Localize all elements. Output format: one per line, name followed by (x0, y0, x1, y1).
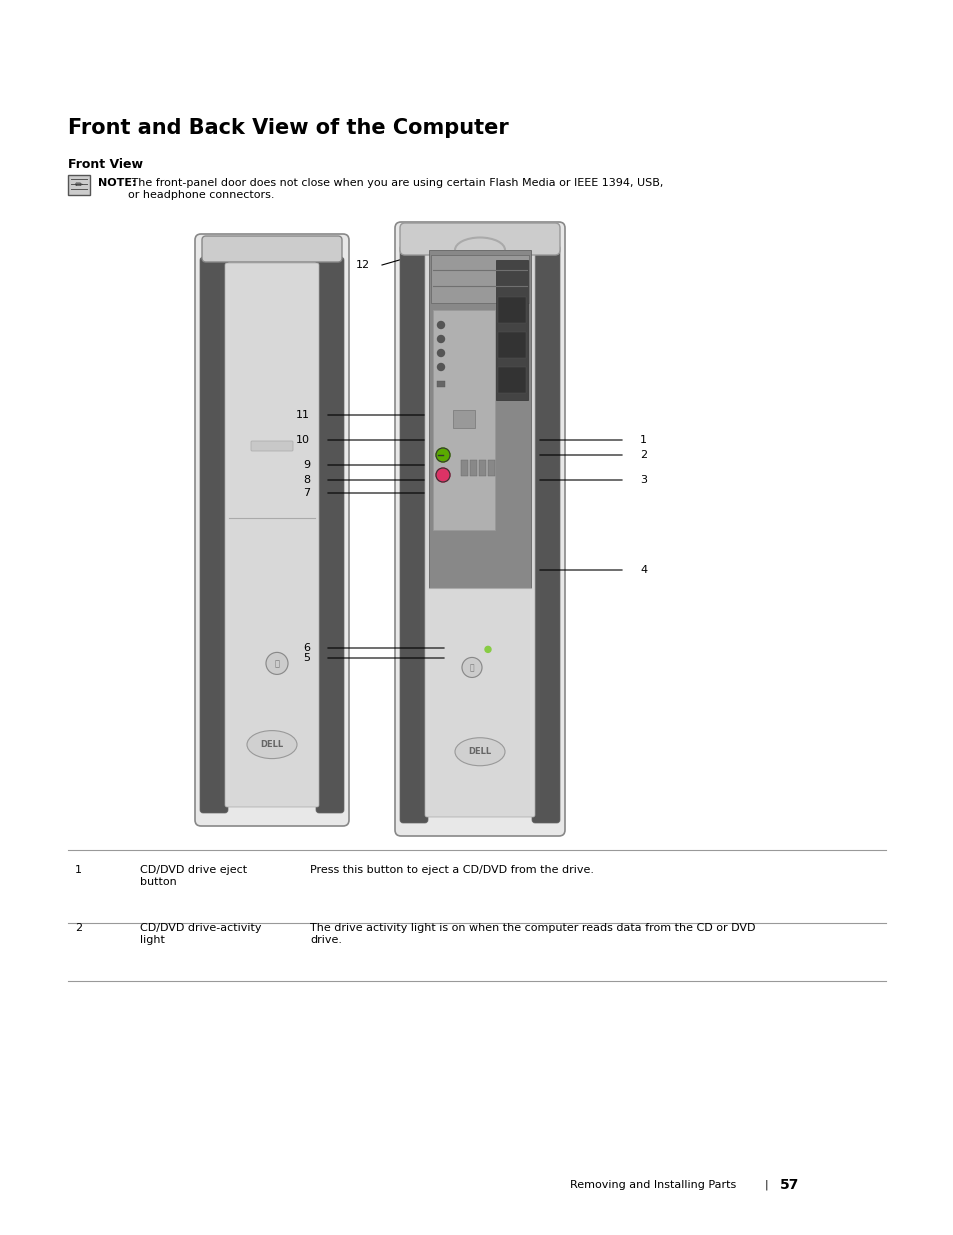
Bar (478, 459, 485, 475)
FancyBboxPatch shape (251, 441, 293, 451)
FancyBboxPatch shape (202, 236, 341, 262)
Bar (429, 249, 531, 588)
Bar (433, 310, 495, 530)
Bar (453, 410, 475, 429)
Text: ✏: ✏ (75, 180, 83, 190)
Bar (497, 332, 525, 358)
Text: 9: 9 (302, 459, 310, 471)
Text: Press this button to eject a CD/DVD from the drive.: Press this button to eject a CD/DVD from… (310, 864, 594, 876)
Circle shape (461, 657, 481, 678)
FancyBboxPatch shape (200, 257, 228, 813)
Text: 6: 6 (303, 643, 310, 653)
Circle shape (484, 646, 491, 652)
Circle shape (437, 350, 444, 357)
Text: 4: 4 (639, 564, 646, 576)
Bar (470, 459, 476, 475)
FancyBboxPatch shape (315, 257, 344, 813)
Bar (497, 367, 525, 393)
Text: Removing and Installing Parts: Removing and Installing Parts (569, 1179, 736, 1191)
Text: 5: 5 (303, 653, 310, 663)
Text: |: | (763, 1179, 767, 1191)
Circle shape (266, 652, 288, 674)
Circle shape (437, 336, 444, 342)
Text: ⏻: ⏻ (469, 663, 474, 672)
FancyBboxPatch shape (194, 233, 349, 826)
Text: Front View: Front View (68, 158, 143, 170)
Circle shape (436, 468, 450, 482)
Ellipse shape (455, 737, 504, 766)
FancyBboxPatch shape (399, 245, 428, 823)
Circle shape (437, 321, 444, 329)
Bar (497, 296, 525, 324)
Text: 7: 7 (302, 488, 310, 498)
Text: 1: 1 (75, 864, 82, 876)
Text: 12: 12 (355, 261, 370, 270)
FancyBboxPatch shape (395, 222, 564, 836)
Text: 11: 11 (295, 410, 310, 420)
Text: The drive activity light is on when the computer reads data from the CD or DVD
d: The drive activity light is on when the … (310, 923, 755, 945)
Text: Front and Back View of the Computer: Front and Back View of the Computer (68, 119, 508, 138)
Text: 8: 8 (302, 475, 310, 485)
FancyBboxPatch shape (424, 251, 535, 818)
FancyBboxPatch shape (399, 224, 559, 254)
Text: 57: 57 (780, 1178, 799, 1192)
Bar (488, 459, 495, 475)
Bar (436, 382, 444, 387)
Text: CD/DVD drive eject
button: CD/DVD drive eject button (140, 864, 247, 887)
Text: 10: 10 (295, 435, 310, 445)
Text: The front-panel door does not close when you are using certain Flash Media or IE: The front-panel door does not close when… (128, 178, 662, 200)
Text: 3: 3 (639, 475, 646, 485)
Circle shape (436, 448, 450, 462)
Circle shape (437, 363, 444, 370)
Bar (496, 261, 527, 400)
FancyBboxPatch shape (225, 263, 318, 806)
Text: CD/DVD drive-activity
light: CD/DVD drive-activity light (140, 923, 261, 945)
Text: ⏻: ⏻ (274, 659, 279, 668)
Text: 2: 2 (639, 450, 646, 459)
FancyBboxPatch shape (532, 245, 559, 823)
Bar (460, 459, 468, 475)
Text: 1: 1 (639, 435, 646, 445)
Ellipse shape (247, 731, 296, 758)
Text: 2: 2 (75, 923, 82, 932)
Bar (431, 254, 529, 303)
Text: NOTE:: NOTE: (98, 178, 136, 188)
Text: DELL: DELL (260, 740, 283, 750)
FancyBboxPatch shape (68, 175, 90, 195)
Text: DELL: DELL (468, 747, 491, 756)
